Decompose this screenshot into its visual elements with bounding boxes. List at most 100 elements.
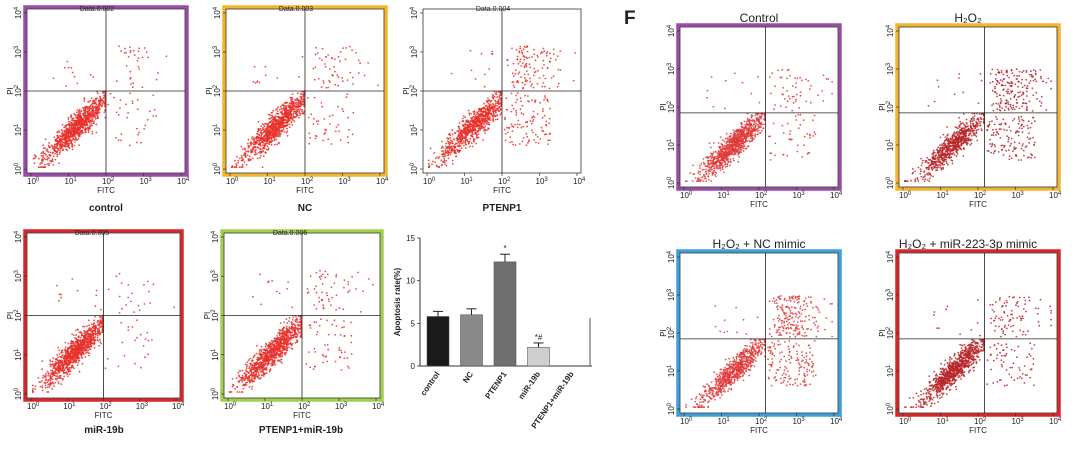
event-dot (313, 96, 316, 99)
event-dot (66, 131, 69, 134)
event-dot (517, 72, 520, 75)
event-dot (345, 47, 347, 49)
x-tick-label: 103 (536, 177, 549, 186)
event-dot (545, 120, 548, 123)
event-dot (541, 85, 544, 88)
event-dot (484, 118, 487, 120)
event-dot (97, 99, 100, 102)
event-dot (488, 115, 491, 118)
event-dot (457, 131, 460, 133)
event-dot (51, 360, 54, 363)
event-dot (508, 126, 511, 129)
event-dot (495, 91, 498, 94)
event-dot (492, 95, 495, 97)
event-dot (529, 120, 532, 122)
event-dot (288, 320, 290, 323)
event-dot (289, 96, 292, 99)
event-dot (94, 336, 97, 339)
event-dot (524, 94, 526, 97)
event-dot (483, 107, 486, 110)
event-dot (54, 372, 56, 375)
event-dot (103, 94, 105, 97)
event-dot (138, 309, 141, 311)
event-dot (86, 335, 89, 338)
event-dot (542, 108, 544, 110)
event-dot (328, 115, 331, 117)
event-dot (549, 57, 552, 60)
event-dot (298, 116, 300, 119)
event-dot (256, 139, 259, 142)
event-dot (46, 370, 49, 373)
event-dot (240, 166, 242, 169)
event-dot (520, 76, 523, 78)
event-dot (517, 119, 520, 122)
event-dot (58, 153, 61, 156)
event-dot (273, 125, 276, 128)
event-dot (299, 112, 302, 115)
event-dot (290, 101, 293, 104)
event-dot (236, 156, 239, 158)
event-dot (475, 142, 477, 145)
event-dot (325, 56, 327, 58)
event-dot (64, 124, 67, 127)
x-tick-label: 102 (102, 177, 115, 186)
y-tick-label: 100 (410, 162, 419, 175)
event-dot (250, 388, 253, 390)
event-dot (73, 144, 76, 147)
event-dot (492, 103, 494, 105)
event-dot (41, 386, 44, 389)
event-dot (463, 144, 465, 147)
event-dot (454, 132, 456, 135)
event-dot (546, 98, 548, 101)
event-dot (279, 130, 281, 133)
event-dot (96, 106, 99, 109)
event-dot (440, 153, 443, 156)
event-dot (272, 109, 274, 112)
event-dot (450, 147, 453, 150)
event-dot (488, 99, 491, 102)
event-dot (81, 122, 84, 125)
event-dot (474, 129, 477, 132)
event-dot (522, 113, 525, 116)
event-dot (519, 45, 522, 48)
event-dot (88, 100, 90, 103)
event-dot (148, 290, 151, 293)
event-dot (76, 342, 79, 344)
event-dot (438, 166, 441, 169)
event-dot (94, 305, 97, 308)
event-dot (491, 113, 493, 116)
event-dot (468, 140, 471, 143)
event-dot (477, 133, 480, 136)
event-dot (520, 65, 523, 67)
event-dot (67, 342, 70, 345)
event-dot (262, 155, 265, 158)
event-dot (289, 102, 292, 105)
event-dot (54, 364, 57, 367)
event-dot (488, 104, 491, 107)
event-dot (90, 335, 93, 337)
event-dot (503, 128, 506, 131)
event-dot (544, 77, 547, 80)
event-dot (71, 148, 74, 151)
event-dot (80, 336, 82, 339)
event-dot (85, 349, 88, 352)
event-dot (284, 118, 287, 121)
event-dot (51, 145, 54, 148)
event-dot (468, 125, 471, 128)
event-dot (516, 92, 519, 94)
event-dot (40, 161, 42, 164)
event-dot (528, 63, 531, 65)
event-dot (331, 57, 333, 60)
event-dot (529, 80, 532, 83)
event-dot (72, 357, 74, 360)
event-dot (245, 365, 248, 368)
event-dot (56, 375, 59, 377)
event-dot (78, 126, 81, 128)
event-dot (241, 159, 244, 162)
event-dot (291, 124, 294, 126)
event-dot (78, 370, 81, 373)
event-dot (65, 85, 67, 87)
event-dot (545, 54, 548, 57)
event-dot (451, 133, 454, 136)
event-dot (522, 62, 524, 65)
